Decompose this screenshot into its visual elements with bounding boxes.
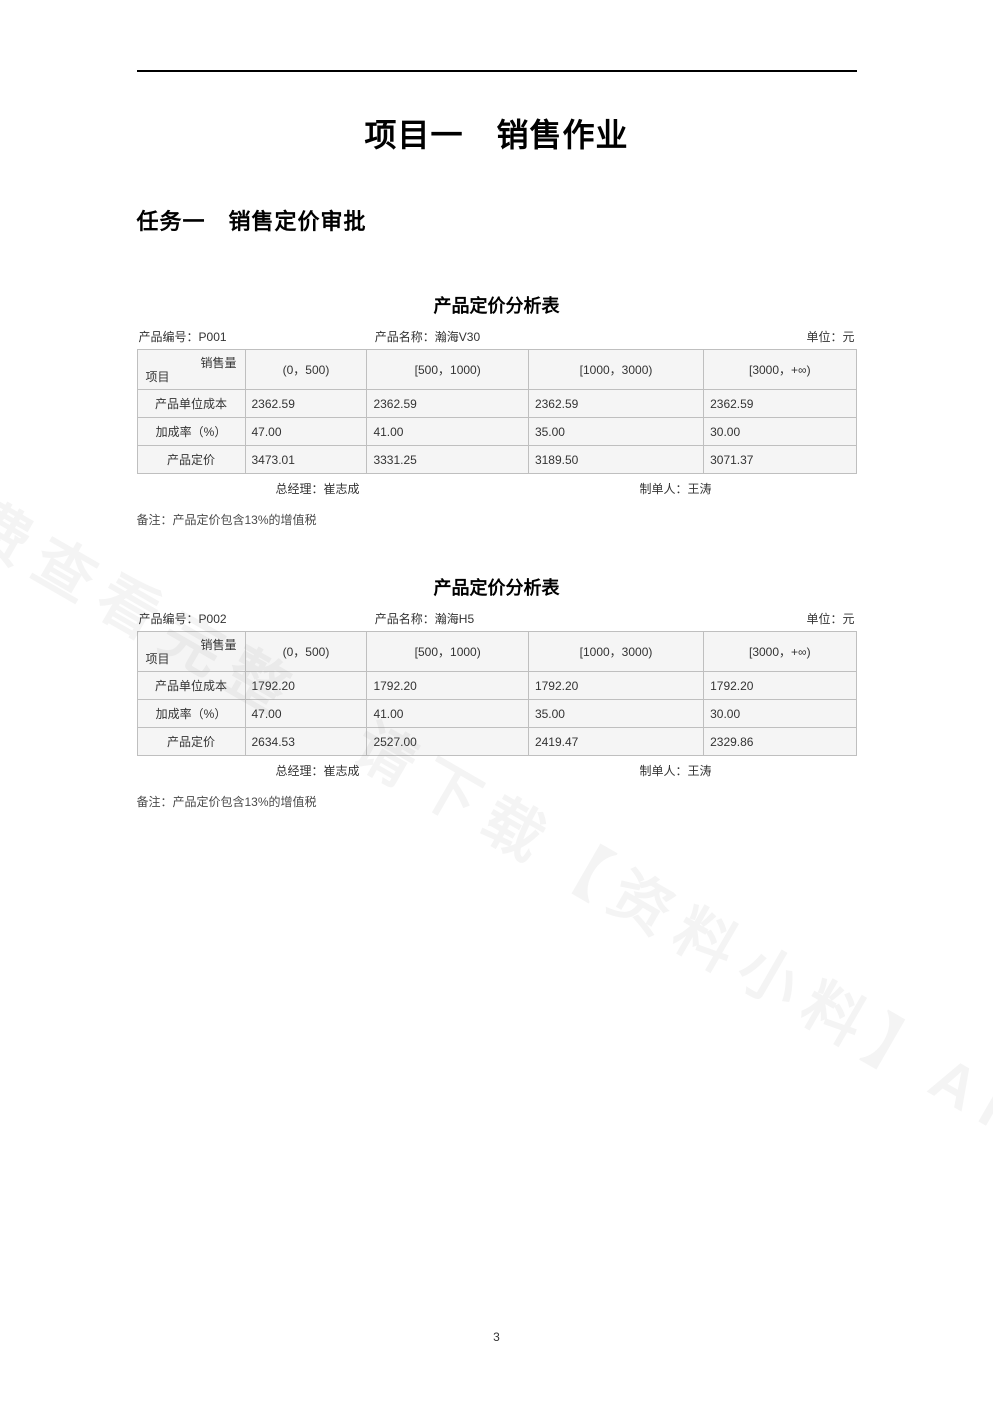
cell: 3473.01 xyxy=(245,446,367,474)
preparer-label: 制单人： xyxy=(639,482,687,496)
product-name: 产品名称：瀚海H5 xyxy=(375,610,618,627)
manager-label: 总经理： xyxy=(275,482,323,496)
row-label: 产品定价 xyxy=(137,446,245,474)
manager-name: 崔志成 xyxy=(324,764,360,778)
table-note: 备注：产品定价包含13%的增值税 xyxy=(137,511,857,528)
manager-name: 崔志成 xyxy=(324,482,360,496)
manager-label: 总经理： xyxy=(275,764,323,778)
range-header: [1000，3000) xyxy=(528,350,703,390)
cell: 35.00 xyxy=(528,418,703,446)
cell: 35.00 xyxy=(528,700,703,728)
cell: 1792.20 xyxy=(367,672,529,700)
section-title: 任务一 销售定价审批 xyxy=(137,204,857,236)
table-row: 产品定价 2634.53 2527.00 2419.47 2329.86 xyxy=(137,728,856,756)
table-row: 产品定价 3473.01 3331.25 3189.50 3071.37 xyxy=(137,446,856,474)
cell: 47.00 xyxy=(245,418,367,446)
table-row: 产品单位成本 2362.59 2362.59 2362.59 2362.59 xyxy=(137,390,856,418)
preparer-signature: 制单人：王涛 xyxy=(497,480,855,497)
table-row: 产品单位成本 1792.20 1792.20 1792.20 1792.20 xyxy=(137,672,856,700)
row-label: 加成率（%） xyxy=(137,700,245,728)
preparer-signature: 制单人：王涛 xyxy=(497,762,855,779)
cell: 2362.59 xyxy=(367,390,529,418)
table-row: 加成率（%） 47.00 41.00 35.00 30.00 xyxy=(137,700,856,728)
corner-top-label: 销售量 xyxy=(200,354,236,371)
pricing-table: 销售量 项目 (0，500) [500，1000) [1000，3000) [3… xyxy=(137,349,857,474)
product-code: 产品编号：P002 xyxy=(139,610,375,627)
cell: 3189.50 xyxy=(528,446,703,474)
row-label: 产品定价 xyxy=(137,728,245,756)
corner-bottom-label: 项目 xyxy=(146,650,170,667)
product-code-value: P001 xyxy=(199,330,227,344)
product-code-value: P002 xyxy=(199,612,227,626)
page-number: 3 xyxy=(0,1330,993,1344)
cell: 47.00 xyxy=(245,700,367,728)
top-horizontal-rule xyxy=(137,70,857,72)
preparer-name: 王涛 xyxy=(688,482,712,496)
range-header: (0，500) xyxy=(245,350,367,390)
cell: 2362.59 xyxy=(245,390,367,418)
corner-bottom-label: 项目 xyxy=(146,368,170,385)
cell: 3331.25 xyxy=(367,446,529,474)
table-corner-cell: 销售量 项目 xyxy=(137,632,245,672)
range-header: [1000，3000) xyxy=(528,632,703,672)
cell: 2362.59 xyxy=(704,390,856,418)
page-title: 项目一 销售作业 xyxy=(137,110,857,156)
cell: 41.00 xyxy=(367,700,529,728)
table-header-row: 销售量 项目 (0，500) [500，1000) [1000，3000) [3… xyxy=(137,632,856,672)
product-name-value: 瀚海V30 xyxy=(435,330,480,344)
unit-label: 单位：元 xyxy=(618,610,854,627)
row-label: 加成率（%） xyxy=(137,418,245,446)
cell: 2329.86 xyxy=(704,728,856,756)
product-name-label: 产品名称： xyxy=(375,330,435,344)
cell: 1792.20 xyxy=(528,672,703,700)
range-header: [500，1000) xyxy=(367,350,529,390)
preparer-label: 制单人： xyxy=(639,764,687,778)
table-title: 产品定价分析表 xyxy=(137,574,857,600)
document-page: 项目一 销售作业 任务一 销售定价审批 产品定价分析表 产品编号：P001 产品… xyxy=(137,0,857,810)
product-name-value: 瀚海H5 xyxy=(435,612,474,626)
corner-top-label: 销售量 xyxy=(200,636,236,653)
manager-signature: 总经理：崔志成 xyxy=(139,762,497,779)
cell: 2362.59 xyxy=(528,390,703,418)
product-code-label: 产品编号： xyxy=(139,330,199,344)
product-name: 产品名称：瀚海V30 xyxy=(375,328,618,345)
product-code: 产品编号：P001 xyxy=(139,328,375,345)
pricing-block-1: 产品定价分析表 产品编号：P001 产品名称：瀚海V30 单位：元 销售量 项目… xyxy=(137,292,857,528)
table-row: 加成率（%） 47.00 41.00 35.00 30.00 xyxy=(137,418,856,446)
cell: 1792.20 xyxy=(245,672,367,700)
table-header-row: 销售量 项目 (0，500) [500，1000) [1000，3000) [3… xyxy=(137,350,856,390)
cell: 2634.53 xyxy=(245,728,367,756)
cell: 30.00 xyxy=(704,700,856,728)
cell: 30.00 xyxy=(704,418,856,446)
table-note: 备注：产品定价包含13%的增值税 xyxy=(137,793,857,810)
row-label: 产品单位成本 xyxy=(137,672,245,700)
table-corner-cell: 销售量 项目 xyxy=(137,350,245,390)
signature-row: 总经理：崔志成 制单人：王涛 xyxy=(137,480,857,497)
table-meta-row: 产品编号：P002 产品名称：瀚海H5 单位：元 xyxy=(137,610,857,627)
table-meta-row: 产品编号：P001 产品名称：瀚海V30 单位：元 xyxy=(137,328,857,345)
product-code-label: 产品编号： xyxy=(139,612,199,626)
cell: 3071.37 xyxy=(704,446,856,474)
pricing-block-2: 产品定价分析表 产品编号：P002 产品名称：瀚海H5 单位：元 销售量 项目 … xyxy=(137,574,857,810)
product-name-label: 产品名称： xyxy=(375,612,435,626)
table-title: 产品定价分析表 xyxy=(137,292,857,318)
cell: 1792.20 xyxy=(704,672,856,700)
signature-row: 总经理：崔志成 制单人：王涛 xyxy=(137,762,857,779)
range-header: (0，500) xyxy=(245,632,367,672)
cell: 41.00 xyxy=(367,418,529,446)
manager-signature: 总经理：崔志成 xyxy=(139,480,497,497)
cell: 2419.47 xyxy=(528,728,703,756)
pricing-table: 销售量 项目 (0，500) [500，1000) [1000，3000) [3… xyxy=(137,631,857,756)
preparer-name: 王涛 xyxy=(688,764,712,778)
range-header: [3000，+∞) xyxy=(704,632,856,672)
row-label: 产品单位成本 xyxy=(137,390,245,418)
unit-label: 单位：元 xyxy=(618,328,854,345)
cell: 2527.00 xyxy=(367,728,529,756)
range-header: [3000，+∞) xyxy=(704,350,856,390)
range-header: [500，1000) xyxy=(367,632,529,672)
